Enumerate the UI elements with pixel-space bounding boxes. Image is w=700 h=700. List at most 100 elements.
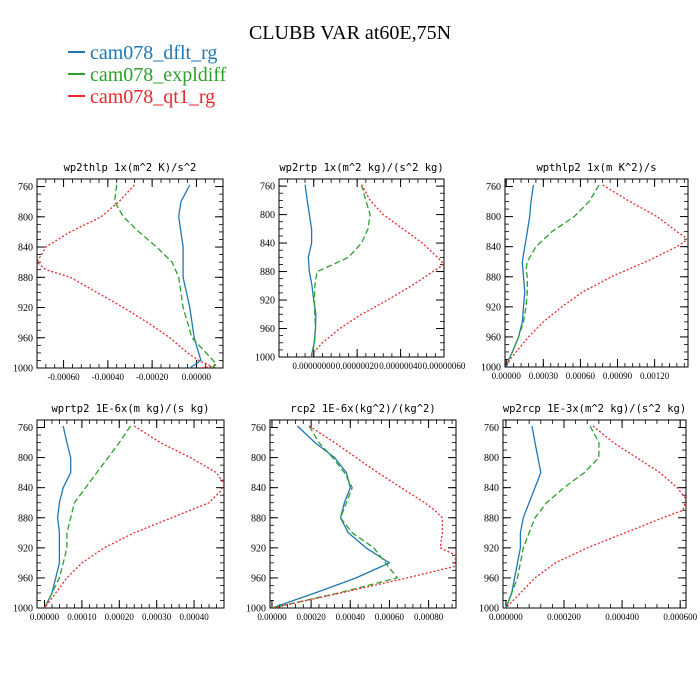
y-tick-label: 800 [484, 453, 499, 464]
series-line-cam078_qt1_rg [271, 425, 456, 608]
y-tick-label: 960 [18, 573, 33, 584]
panel-title: wp2thlp 1x(m^2 K)/s^2 [64, 162, 197, 174]
y-tick-label: 880 [18, 513, 33, 524]
x-tick-label: 0.00000 [492, 371, 522, 381]
y-tick-label: 760 [18, 423, 33, 434]
legend-swatch [68, 73, 85, 76]
y-tick-label: 880 [486, 272, 501, 283]
x-tick-label: 0.00030 [529, 371, 559, 381]
y-tick-label: 840 [251, 483, 266, 494]
y-tick-label: 920 [260, 296, 275, 307]
y-tick-label: 880 [260, 267, 275, 278]
series-line-cam078_qt1_rg [43, 425, 224, 608]
x-tick-label: 0.00000 [257, 612, 287, 622]
plot-frame [36, 178, 224, 369]
y-tick-label: 920 [486, 302, 501, 313]
x-tick-label: -0.00040 [92, 372, 125, 382]
y-tick-label: 840 [18, 483, 33, 494]
y-tick-label: 960 [251, 573, 266, 584]
x-tick-label: 0.000000 [489, 612, 523, 622]
x-tick-label: 0.00120 [640, 371, 670, 381]
series-line-cam078_expldiff [271, 425, 398, 608]
series-line-cam078_dflt_rg [271, 425, 391, 608]
chart-panel-6: wp2rcp 1E-3x(m^2 kg)/(s^2 kg) 760 800 840 88… [479, 403, 698, 622]
y-tick-label: 960 [18, 333, 33, 344]
series-line-cam078_qt1_rg [310, 184, 444, 357]
x-tick-label: 0.00060 [375, 612, 405, 622]
panel-title: wp2rtp 1x(m^2 kg)/(s^2 kg) [279, 162, 443, 174]
x-tick-label: 0.00000 [30, 612, 60, 622]
x-tick-label: 0.000400 [605, 612, 639, 622]
y-tick-label: 920 [484, 543, 499, 554]
series-line-cam078_qt1_rg [505, 425, 686, 608]
x-tick-label: 0.000600 [663, 612, 697, 622]
figure-title: CLUBB VAR at60E,75N [248, 22, 452, 44]
series-line-cam078_dflt_rg [178, 184, 202, 368]
legend-swatch [68, 95, 85, 98]
y-tick-label: 960 [486, 332, 501, 343]
series-line-cam078_dflt_rg [304, 184, 317, 357]
panel-title: wp2rcp 1E-3x(m^2 kg)/(s^2 kg) [503, 403, 686, 415]
y-tick-label: 840 [18, 243, 33, 254]
series-line-cam078_dflt_rg [505, 425, 542, 608]
y-tick-label: 840 [260, 239, 275, 250]
chart-panel-2: wp2rtp 1x(m^2 kg)/(s^2 kg) 760 800 840 880 92… [255, 162, 466, 371]
series-line-cam078_qt1_rg [505, 184, 688, 367]
y-tick-label: 920 [251, 543, 266, 554]
y-tick-label: 760 [484, 423, 499, 434]
y-tick-label: 920 [18, 303, 33, 314]
series-line-cam078_dflt_rg [43, 425, 72, 608]
legend-label: cam078_qt1_rg [90, 86, 216, 108]
x-tick-label: 0.00060 [566, 371, 596, 381]
x-tick-label: -0.00020 [136, 372, 169, 382]
legend-item: cam078_dflt_rg [68, 42, 226, 64]
y-tick-label: 1000 [255, 353, 275, 364]
series-line-cam078_expldiff [505, 184, 600, 367]
x-tick-label: 0.00000060 [423, 361, 466, 371]
chart-panel-5: rcp2 1E-6x(kg^2)/(kg^2) 760 800 840 880 920 96… [246, 403, 457, 622]
x-tick-label: 0.00000000 [292, 361, 335, 371]
chart-panel-4: wprtp2 1E-6x(m kg)/(s kg) 760 800 840 880 920… [13, 403, 225, 622]
y-tick-label: 1000 [13, 364, 33, 375]
panel-title: wprtp2 1E-6x(m kg)/(s kg) [51, 403, 209, 415]
plot-frame [278, 178, 445, 358]
plot-frame [504, 178, 689, 368]
y-tick-label: 840 [484, 483, 499, 494]
series-line-cam078_dflt_rg [505, 184, 535, 367]
legend-item: cam078_qt1_rg [68, 86, 226, 108]
legend-label: cam078_expldiff [90, 64, 227, 86]
y-tick-label: 880 [18, 273, 33, 284]
x-tick-label: 0.00080 [414, 612, 444, 622]
plot-frame [269, 419, 457, 609]
y-tick-label: 1000 [13, 604, 33, 615]
y-tick-label: 800 [18, 453, 33, 464]
legend-swatch [68, 51, 85, 54]
chart-panel-1: wp2thlp 1x(m^2 K)/s^2 760 800 840 880 920 960 1… [13, 162, 224, 382]
y-tick-label: 960 [484, 573, 499, 584]
y-tick-label: 760 [260, 182, 275, 193]
x-tick-label: 0.00000 [182, 372, 212, 382]
x-tick-label: 0.00020 [105, 612, 135, 622]
plot-frame [502, 419, 687, 609]
series-line-cam078_expldiff [43, 425, 132, 608]
y-tick-label: 1000 [246, 604, 266, 615]
series-line-cam078_expldiff [505, 425, 600, 608]
y-tick-label: 800 [18, 212, 33, 223]
y-tick-label: 840 [486, 242, 501, 253]
chart-panel-3: wpthlp2 1x(m K^2)/s 760 800 840 880 920 960 100… [481, 162, 689, 381]
x-tick-label: 0.00030 [142, 612, 172, 622]
series-line-cam078_expldiff [310, 184, 371, 357]
y-tick-label: 960 [260, 324, 275, 335]
y-tick-label: 880 [484, 513, 499, 524]
x-tick-label: 0.00000020 [336, 361, 379, 371]
x-tick-label: 0.00040 [179, 612, 209, 622]
x-tick-label: 0.00020 [296, 612, 326, 622]
y-tick-label: 760 [18, 182, 33, 193]
y-tick-label: 760 [251, 423, 266, 434]
x-tick-label: 0.00000040 [379, 361, 422, 371]
legend-item: cam078_expldiff [68, 64, 226, 86]
y-tick-label: 1000 [481, 363, 501, 374]
x-tick-label: 0.000200 [547, 612, 581, 622]
x-tick-label: 0.00090 [603, 371, 633, 381]
